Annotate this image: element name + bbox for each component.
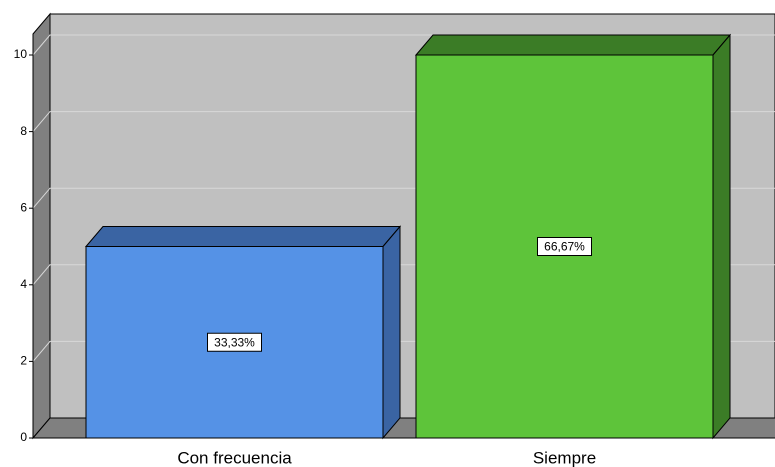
x-tick-label: Con frecuencia bbox=[177, 448, 292, 467]
bar-side bbox=[382, 225, 401, 440]
bar-top bbox=[84, 226, 402, 247]
value-label: 66,67% bbox=[544, 240, 585, 254]
y-tick-label: 4 bbox=[20, 277, 27, 291]
value-label: 33,33% bbox=[214, 335, 255, 349]
bar-top bbox=[414, 34, 732, 56]
side-wall bbox=[32, 12, 51, 440]
y-tick-label: 6 bbox=[20, 200, 27, 214]
y-tick-label: 8 bbox=[20, 124, 27, 138]
y-tick-label: 2 bbox=[20, 354, 27, 368]
y-tick-label: 0 bbox=[20, 430, 27, 444]
value-label-box bbox=[207, 332, 262, 352]
y-tick-label: 10 bbox=[14, 47, 28, 61]
bar-side bbox=[712, 33, 731, 440]
value-label-box bbox=[537, 237, 592, 256]
x-tick-label: Siempre bbox=[533, 448, 596, 467]
